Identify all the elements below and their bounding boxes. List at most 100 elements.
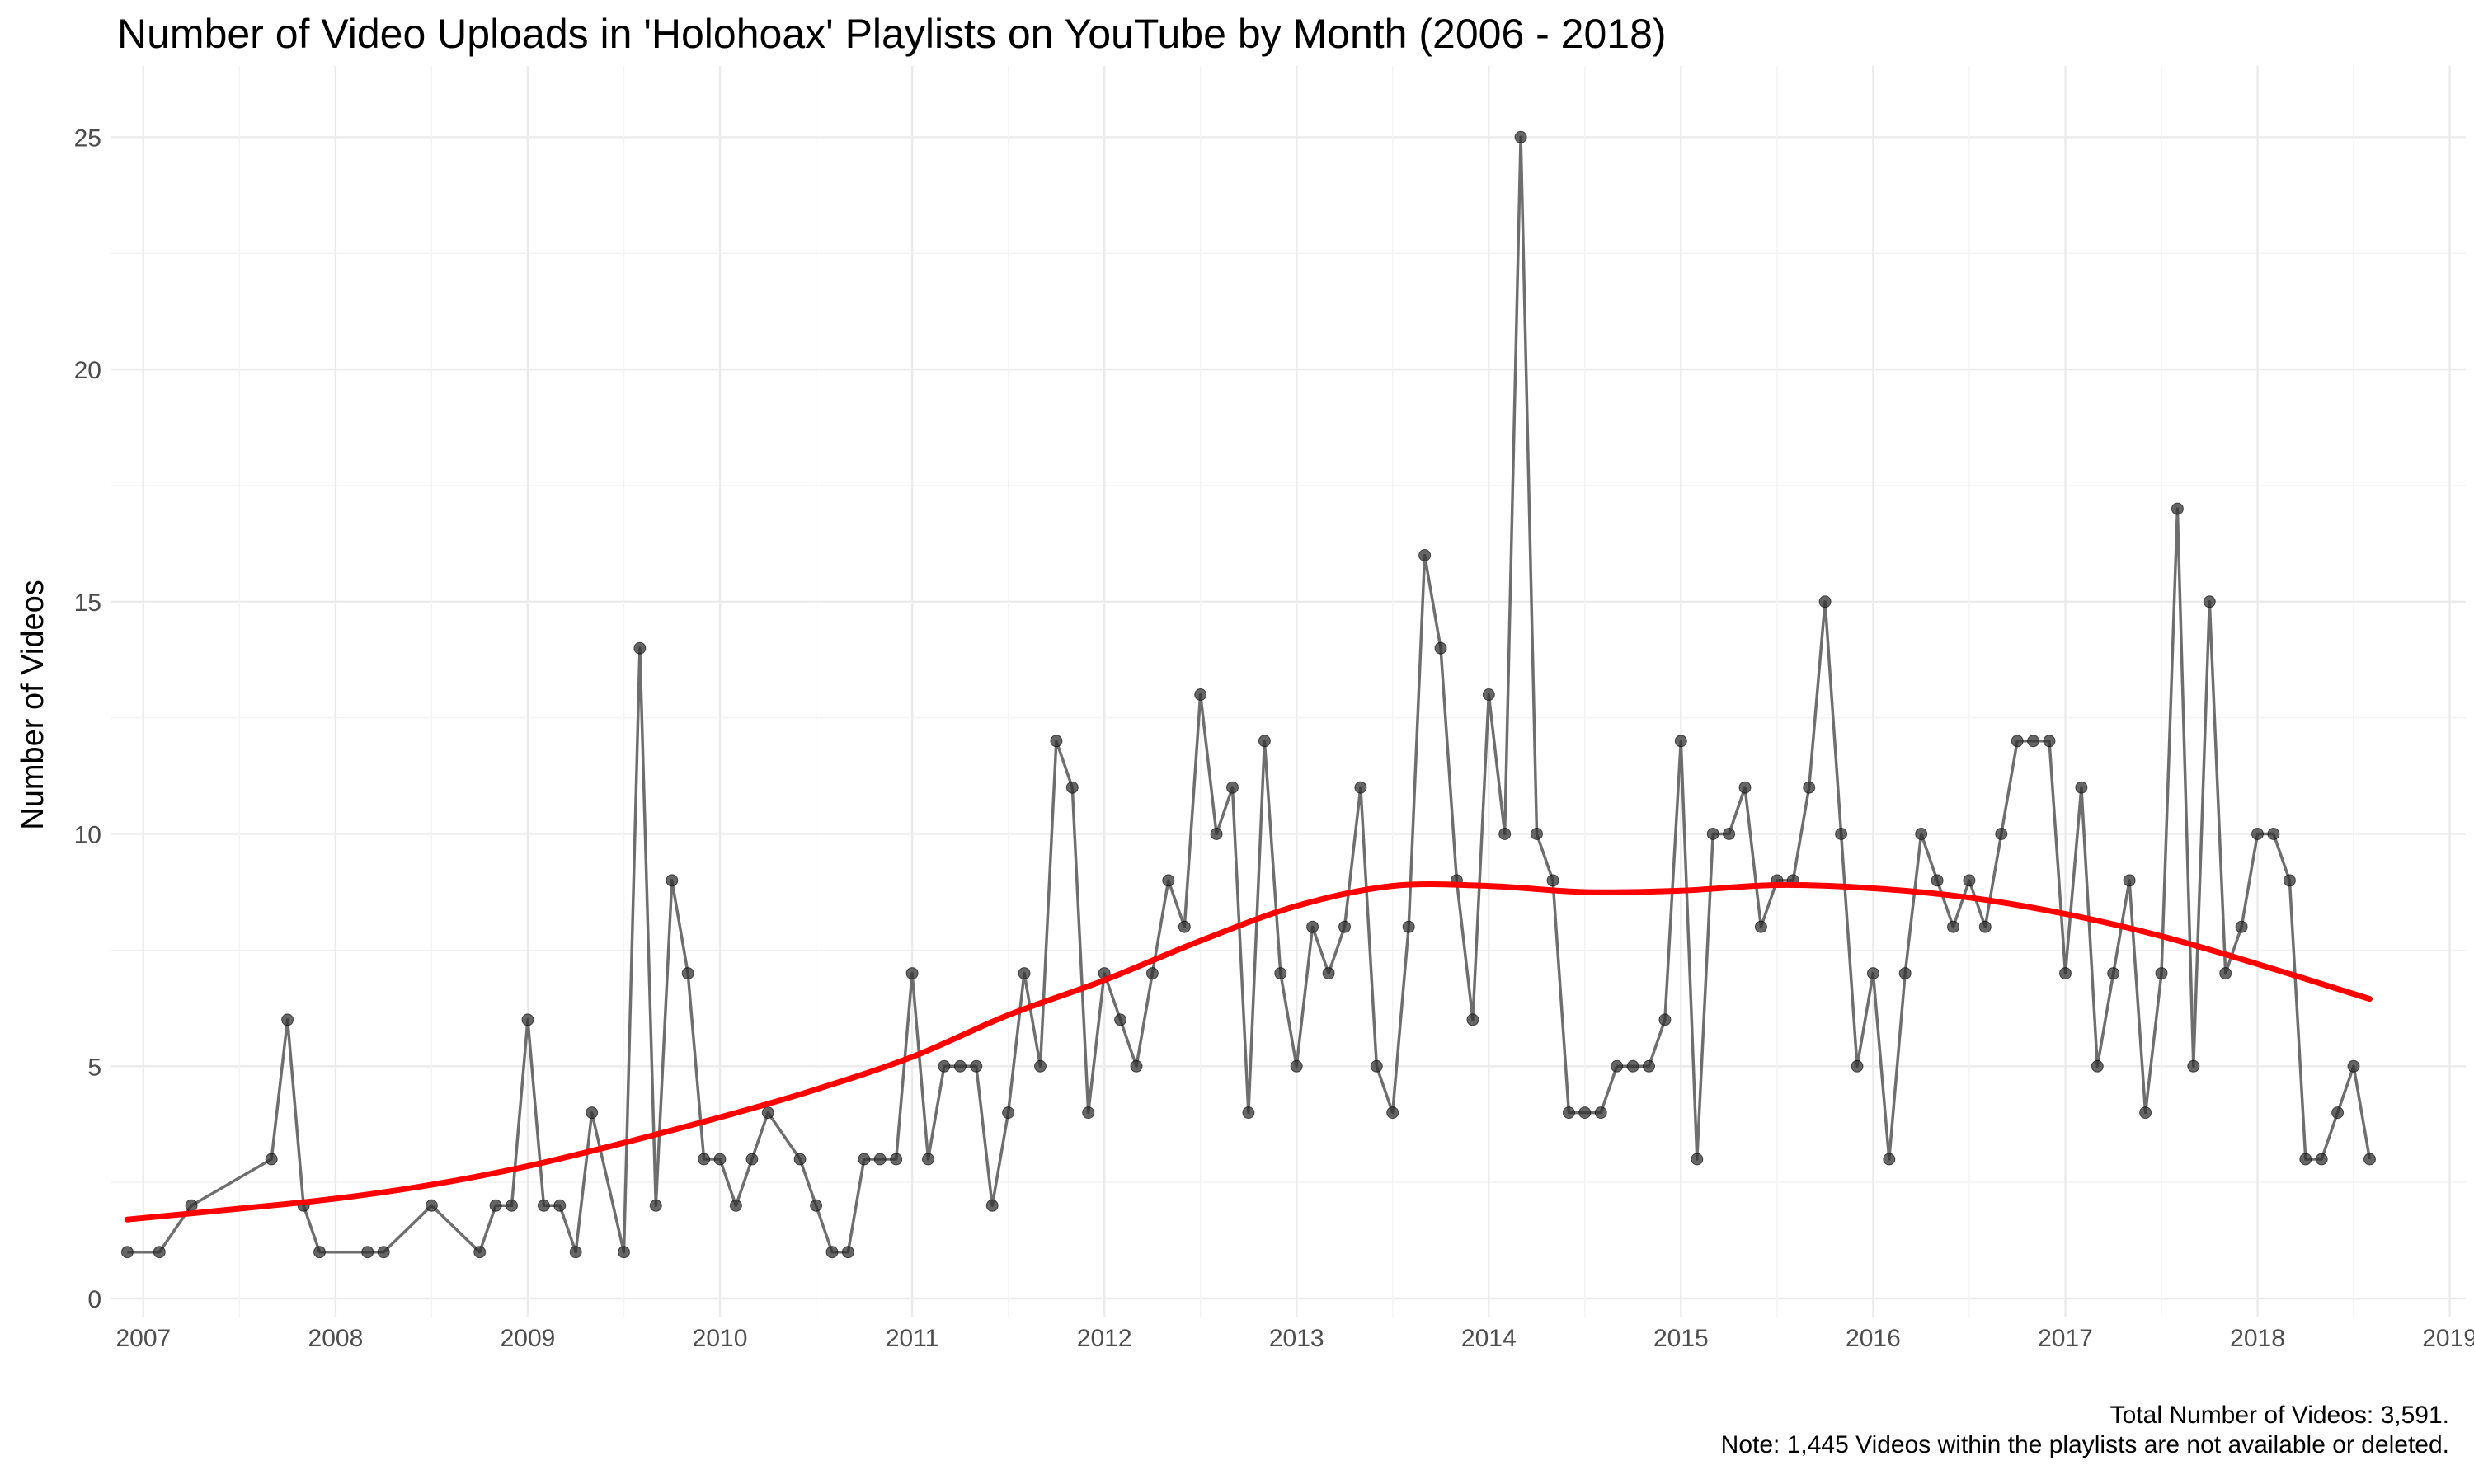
data-point — [1434, 641, 1447, 655]
data-point — [553, 1199, 567, 1212]
data-point — [1290, 1059, 1303, 1073]
x-tick-label: 2013 — [1269, 1325, 1324, 1352]
data-point — [2267, 828, 2280, 840]
data-point — [2139, 1106, 2152, 1120]
data-series-line — [127, 135, 2372, 1254]
data-point — [2107, 967, 2120, 980]
trend-line-smooth — [124, 881, 2373, 1223]
data-point — [120, 1246, 134, 1259]
data-point — [1611, 1059, 1624, 1073]
data-point — [1482, 688, 1495, 701]
data-point — [890, 1153, 903, 1166]
y-tick-label: 20 — [74, 357, 101, 384]
data-point — [2251, 828, 2264, 840]
y-tick-label: 25 — [74, 124, 101, 152]
data-point — [698, 1153, 711, 1166]
data-point — [153, 1246, 166, 1259]
data-point — [425, 1199, 438, 1212]
data-point — [313, 1246, 326, 1259]
data-point — [1643, 1059, 1655, 1073]
data-point — [1258, 735, 1271, 748]
data-point — [1963, 874, 1976, 887]
data-point — [1178, 920, 1191, 933]
data-point — [2171, 502, 2184, 515]
data-point — [361, 1246, 374, 1259]
data-point — [1578, 1106, 1592, 1120]
data-points — [120, 130, 2376, 1259]
x-tick-labels: 2007 2008 2009 2010 2011 2012 2013 2014 2015 2016… — [115, 1325, 2474, 1352]
data-point — [2123, 874, 2136, 887]
x-tick-label: 2019 — [2422, 1325, 2474, 1352]
data-point — [1866, 967, 1879, 980]
data-point — [2299, 1153, 2312, 1166]
caption-total-videos: Total Number of Videos: 3,591. — [2109, 1402, 2449, 1429]
data-point — [1050, 735, 1063, 748]
data-point — [1594, 1106, 1607, 1120]
data-point — [1562, 1106, 1575, 1120]
x-tick-label: 2012 — [1077, 1325, 1132, 1352]
data-point — [858, 1153, 871, 1166]
data-point — [1338, 920, 1351, 933]
data-point — [841, 1246, 854, 1259]
x-tick-label: 2009 — [501, 1325, 556, 1352]
data-point — [2011, 735, 2024, 748]
data-point — [2219, 967, 2232, 980]
data-point — [1034, 1059, 1047, 1073]
data-point — [1674, 735, 1687, 748]
data-point — [1018, 967, 1031, 980]
x-tick-label: 2016 — [1846, 1325, 1901, 1352]
x-tick-label: 2011 — [886, 1325, 939, 1352]
x-tick-label: 2008 — [308, 1325, 364, 1352]
x-tick-label: 2007 — [115, 1325, 171, 1352]
data-point — [985, 1199, 999, 1212]
data-point — [1162, 874, 1175, 887]
data-point — [1145, 967, 1159, 980]
series-line-videos — [127, 135, 2372, 1254]
y-tick-label: 5 — [87, 1054, 101, 1081]
data-point — [1322, 967, 1335, 980]
data-point — [1546, 874, 1559, 887]
data-point — [825, 1246, 839, 1259]
grid-lines — [111, 66, 2466, 1317]
data-point — [1306, 920, 1319, 933]
x-tick-label: 2015 — [1653, 1325, 1709, 1352]
data-point — [2187, 1059, 2200, 1073]
data-point — [1978, 920, 1992, 933]
data-point — [1738, 781, 1752, 794]
data-point — [761, 1106, 774, 1120]
data-point — [1466, 1013, 1479, 1026]
data-point — [2155, 967, 2168, 980]
x-tick-label: 2014 — [1461, 1325, 1517, 1352]
data-point — [633, 641, 647, 655]
caption-note: Note: 1,445 Videos within the playlists … — [1720, 1431, 2449, 1458]
data-point — [1803, 781, 1816, 794]
data-point — [2059, 967, 2072, 980]
data-point — [1835, 828, 1848, 840]
data-point — [1754, 920, 1767, 933]
data-point — [1114, 1013, 1127, 1026]
data-point — [2283, 874, 2296, 887]
data-point — [1658, 1013, 1672, 1026]
data-point — [1210, 828, 1223, 840]
data-point — [1418, 549, 1432, 561]
data-point — [1898, 967, 1912, 980]
data-point — [506, 1199, 518, 1212]
data-point — [1915, 828, 1928, 840]
data-point — [1498, 828, 1512, 840]
data-point — [1947, 920, 1959, 933]
data-point — [1851, 1059, 1864, 1073]
data-point — [2043, 735, 2056, 748]
data-point — [681, 967, 694, 980]
data-point — [1402, 920, 1415, 933]
data-point — [922, 1153, 934, 1166]
data-point — [1531, 828, 1543, 840]
data-point — [1082, 1106, 1095, 1120]
data-point — [666, 874, 679, 887]
data-point — [2347, 1059, 2360, 1073]
data-point — [1226, 781, 1239, 794]
data-point — [905, 967, 919, 980]
data-point — [810, 1199, 823, 1212]
data-point — [2027, 735, 2040, 748]
data-point — [1370, 1059, 1383, 1073]
data-point — [473, 1246, 487, 1259]
